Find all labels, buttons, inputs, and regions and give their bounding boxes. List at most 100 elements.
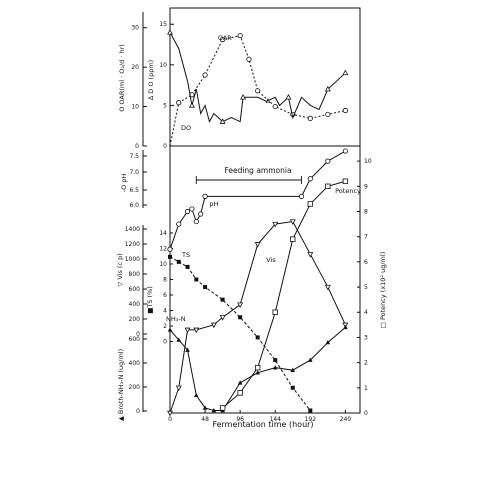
nh-n-point bbox=[308, 357, 313, 362]
vis-point bbox=[175, 385, 182, 392]
ts-point bbox=[290, 385, 295, 390]
ph-point bbox=[176, 221, 182, 227]
ph-point bbox=[189, 206, 195, 212]
oar-tick-label: 10 bbox=[131, 104, 139, 111]
potency-series-label: Potency bbox=[335, 187, 361, 195]
do-tick-label: 0 bbox=[163, 143, 167, 150]
potency-tick-label: 9 bbox=[364, 183, 368, 190]
ts-tick-label: 14 bbox=[159, 230, 167, 237]
oar-point bbox=[176, 100, 182, 106]
ph-point bbox=[342, 148, 348, 154]
do-point bbox=[167, 29, 173, 35]
vis-point bbox=[324, 284, 331, 291]
nh3-axis-title: ▲ Broth-NH₃-N (ug/ml) bbox=[117, 349, 125, 421]
ph-point bbox=[167, 246, 173, 252]
do-tick-label: 5 bbox=[163, 102, 167, 109]
vis-tick-label: 1000 bbox=[125, 256, 140, 263]
potency-tick-label: 10 bbox=[364, 158, 372, 165]
top-panel: 0 10 20 30 0 5 10 15 O OAR(ml · O₂/d · hr) Δ D O … bbox=[118, 7, 361, 150]
potency-point bbox=[290, 236, 296, 242]
vis-point bbox=[167, 410, 173, 417]
ph-point bbox=[193, 218, 199, 225]
nh-n-point bbox=[237, 380, 243, 385]
ph-axis-title: -O pH bbox=[120, 174, 128, 193]
nh3-tick-label: 200 bbox=[129, 384, 141, 391]
oar-tick-label: 20 bbox=[131, 64, 139, 71]
do-tick-label: 10 bbox=[159, 62, 167, 69]
nh-n-point bbox=[185, 347, 190, 352]
x-tick-label: 48 bbox=[201, 416, 209, 423]
potency-point bbox=[325, 183, 331, 190]
potency-point bbox=[272, 309, 278, 315]
nh-n-point bbox=[290, 367, 296, 372]
vis-axis-title: ▽ Vis (c p) bbox=[116, 253, 124, 286]
ph-point bbox=[307, 176, 313, 182]
ph-point bbox=[202, 193, 208, 199]
oar-point bbox=[220, 36, 226, 43]
ts-point bbox=[220, 297, 225, 302]
vis-point bbox=[193, 327, 200, 334]
potency-point bbox=[254, 364, 261, 371]
vis-tick-label: 1200 bbox=[125, 241, 140, 248]
oar-point bbox=[255, 88, 261, 94]
nh-n-point bbox=[272, 365, 278, 370]
nh-n-point bbox=[202, 405, 208, 410]
do-annotation: DO bbox=[181, 124, 191, 132]
oar-point bbox=[342, 107, 348, 114]
ts-tick-label: 0 bbox=[163, 339, 167, 346]
ts-point bbox=[255, 335, 260, 340]
nh-n-point bbox=[343, 324, 348, 330]
vis-point bbox=[219, 315, 226, 321]
oar-annotation: OAR bbox=[218, 34, 232, 42]
potency-tick-label: 1 bbox=[364, 385, 368, 392]
ts-series-label: TS bbox=[181, 251, 190, 259]
ts-axis-title: ■TS (%) bbox=[146, 286, 154, 314]
x-tick-label: 192 bbox=[305, 416, 317, 423]
vis-tick-label: 0 bbox=[136, 331, 140, 338]
do-point bbox=[188, 102, 195, 108]
ts-point bbox=[185, 264, 190, 269]
oar-point bbox=[237, 32, 243, 39]
ph-tick-label: 6.5 bbox=[129, 187, 139, 194]
oar-point bbox=[246, 56, 252, 62]
potency-tick-label: 8 bbox=[364, 208, 368, 215]
ts-tick-label: 4 bbox=[163, 308, 167, 315]
do-point bbox=[342, 69, 349, 76]
vis-point bbox=[307, 252, 314, 258]
ts-tick-label: 2 bbox=[163, 323, 167, 330]
nh3-tick-label: 0 bbox=[136, 408, 140, 415]
nh-n-point bbox=[255, 370, 260, 375]
potency-tick-label: 0 bbox=[364, 410, 368, 417]
x-tick-label: 0 bbox=[168, 416, 172, 423]
oar-point bbox=[202, 72, 208, 78]
vis-point bbox=[289, 219, 296, 225]
vis-tick-label: 400 bbox=[129, 301, 141, 308]
nh-n-point bbox=[325, 339, 331, 345]
ph-point bbox=[198, 211, 204, 217]
vis-series-label: Vis bbox=[266, 256, 276, 264]
potency-point bbox=[219, 405, 226, 411]
potency-tick-label: 7 bbox=[364, 234, 368, 241]
vis-point bbox=[254, 242, 261, 248]
do-point bbox=[285, 93, 292, 100]
do-line bbox=[169, 32, 346, 123]
do-point bbox=[324, 85, 331, 92]
oar-point bbox=[272, 103, 278, 110]
x-tick-label: 144 bbox=[270, 416, 282, 423]
oar-axis-title: O OAR(ml · O₂/d · hr) bbox=[118, 44, 126, 112]
oar-tick-label: 30 bbox=[131, 25, 139, 32]
ph-point bbox=[184, 208, 191, 215]
ts-point bbox=[203, 285, 208, 290]
ts-point bbox=[273, 358, 278, 363]
nh-n-line bbox=[169, 326, 346, 411]
x-tick-label: 240 bbox=[340, 416, 352, 423]
nh3-tick-label: 600 bbox=[129, 336, 141, 343]
potency-tick-label: 6 bbox=[364, 259, 368, 266]
potency-point bbox=[342, 178, 349, 184]
potency-tick-label: 3 bbox=[364, 334, 368, 341]
potency-line bbox=[222, 180, 346, 409]
potency-tick-label: 2 bbox=[364, 360, 368, 367]
ts-tick-label: 12 bbox=[159, 246, 167, 253]
vis-line bbox=[169, 221, 346, 414]
